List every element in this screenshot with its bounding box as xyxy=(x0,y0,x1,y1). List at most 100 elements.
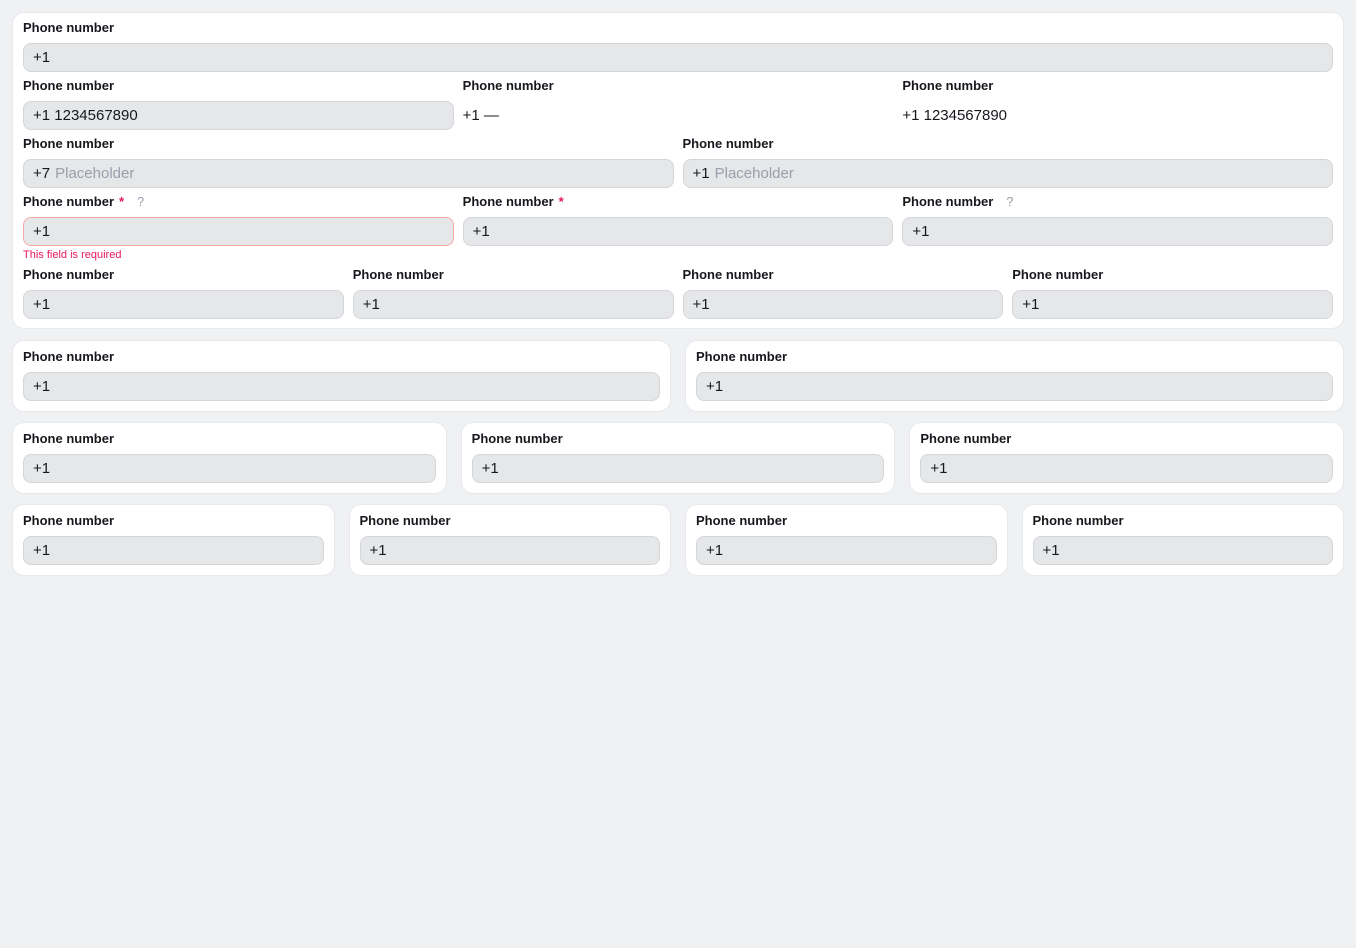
phone-value: +1 xyxy=(33,542,51,559)
phone-input[interactable]: +1 xyxy=(352,290,674,319)
label-text: Phone number xyxy=(23,267,115,282)
label-text: Phone number xyxy=(352,267,444,282)
input-placeholder: Placeholder xyxy=(55,165,135,182)
phone-input[interactable]: +1 xyxy=(23,372,660,401)
label-text: Phone number xyxy=(902,78,994,93)
label-text: Phone number xyxy=(696,513,788,528)
phone-field-label: Phone number xyxy=(360,513,661,529)
phone-value: +1 xyxy=(481,460,499,477)
phone-input[interactable]: +1 Placeholder xyxy=(682,159,1333,188)
phone-value: +1 xyxy=(1042,542,1060,559)
phone-field-label: Phone number xyxy=(1012,267,1333,283)
island-card: Phone number +1 xyxy=(460,422,896,494)
phone-input[interactable]: +1 xyxy=(23,290,344,319)
label-text: Phone number xyxy=(23,136,115,151)
field-error-text: This field is required xyxy=(23,249,122,261)
phone-field-label: Phone number xyxy=(23,136,674,152)
phone-field-label: Phone number xyxy=(683,136,1334,152)
phone-value: +1 xyxy=(369,542,387,559)
label-text: Phone number xyxy=(1012,267,1104,282)
phone-value: +1 xyxy=(912,223,930,240)
island-row-two: Phone number +1 Phone number +1 xyxy=(12,340,1344,412)
required-asterisk: * xyxy=(119,194,125,209)
phone-input[interactable]: +1 xyxy=(696,536,997,565)
phone-field-label: Phone number ? xyxy=(902,194,1333,210)
phone-input[interactable]: +1 xyxy=(462,217,894,246)
phone-field-label: Phone number xyxy=(472,431,885,447)
phone-value: +1 xyxy=(33,49,51,66)
phone-input[interactable]: +1 xyxy=(23,217,454,246)
island-card: Phone number +1 xyxy=(12,340,671,412)
label-text: Phone number xyxy=(23,513,115,528)
phone-field-label: Phone number xyxy=(23,78,454,94)
island-card: Phone number +1 xyxy=(12,504,335,576)
readonly-phone-value: +1 1234567890 xyxy=(902,107,1008,124)
phone-field-label: Phone number xyxy=(683,267,1004,283)
label-text: Phone number xyxy=(359,513,451,528)
phone-field: Phone number +1 xyxy=(1012,267,1333,319)
phone-field-label: Phone number xyxy=(920,431,1333,447)
phone-field-label: Phone number xyxy=(23,349,660,365)
phone-field: Phone number +1 xyxy=(23,267,344,319)
phone-field-label: Phone number xyxy=(902,78,1333,94)
phone-field: Phone number +7 Placeholder xyxy=(23,136,674,188)
island-row-three: Phone number +1 Phone number +1 Phone nu… xyxy=(12,422,1344,494)
phone-input[interactable]: +7 Placeholder xyxy=(23,159,674,188)
island-row-four: Phone number +1 Phone number +1 Phone nu… xyxy=(12,504,1344,576)
label-text: Phone number xyxy=(23,78,115,93)
main-card: Phone number +1 Phone number +1 12345678… xyxy=(12,12,1344,329)
label-text: Phone number xyxy=(23,194,115,209)
phone-field: Phone number +1 Placeholder xyxy=(682,136,1334,188)
label-text: Phone number xyxy=(23,431,115,446)
phone-value: +1 xyxy=(930,460,948,477)
island-card: Phone number +1 xyxy=(909,422,1344,494)
phone-input[interactable]: +1 xyxy=(359,536,660,565)
phone-input[interactable]: +1 xyxy=(1012,290,1333,319)
phone-field-with-hint: Phone number ? +1 xyxy=(902,194,1333,261)
label-text: Phone number xyxy=(471,431,563,446)
phone-field: Phone number +1 1234567890 xyxy=(23,78,454,130)
required-asterisk: * xyxy=(558,194,564,209)
help-icon[interactable]: ? xyxy=(137,195,145,209)
phone-field-label: Phone number * xyxy=(463,194,894,210)
island-card: Phone number +1 xyxy=(685,340,1344,412)
phone-value: +1 xyxy=(33,378,51,395)
phone-field-label: Phone number xyxy=(23,20,1333,36)
help-icon[interactable]: ? xyxy=(1006,195,1014,209)
phone-input[interactable]: +1 xyxy=(1032,536,1333,565)
phone-field-label: Phone number xyxy=(463,78,894,94)
phone-input[interactable]: +1 xyxy=(902,217,1333,246)
phone-field-label: Phone number xyxy=(23,513,324,529)
island-card: Phone number +1 xyxy=(12,422,447,494)
phone-input[interactable]: +1 xyxy=(23,43,1333,72)
phone-value: +1 1234567890 xyxy=(33,107,138,124)
phone-field-label: Phone number xyxy=(23,431,436,447)
phone-input[interactable]: +1 xyxy=(682,290,1004,319)
phone-field: Phone number +1 xyxy=(352,267,674,319)
phone-field-readonly: Phone number +1 1234567890 xyxy=(902,78,1333,130)
phone-value: +1 xyxy=(1022,296,1040,313)
label-text: Phone number xyxy=(23,349,115,364)
phone-input[interactable]: +1 xyxy=(696,372,1333,401)
label-text: Phone number xyxy=(462,78,554,93)
label-text: Phone number xyxy=(1032,513,1124,528)
phone-field-label: Phone number * ? xyxy=(23,194,454,210)
label-text: Phone number xyxy=(696,349,788,364)
label-text: Phone number xyxy=(902,194,994,209)
phone-input[interactable]: +1 1234567890 xyxy=(23,101,454,130)
phone-field-readonly: Phone number +1 — xyxy=(463,78,894,130)
phone-value: +1 xyxy=(706,542,724,559)
phone-input[interactable]: +1 xyxy=(23,454,436,483)
phone-field: Phone number +1 xyxy=(682,267,1004,319)
phone-input[interactable]: +1 xyxy=(23,536,324,565)
phone-field-label: Phone number xyxy=(353,267,674,283)
label-text: Phone number xyxy=(23,20,115,35)
dial-code: +1 xyxy=(692,165,710,182)
phone-field-required: Phone number * +1 xyxy=(462,194,894,261)
phone-value: +1 xyxy=(706,378,724,395)
island-card: Phone number +1 xyxy=(685,504,1008,576)
phone-field-label: Phone number xyxy=(1033,513,1334,529)
input-placeholder: Placeholder xyxy=(714,165,794,182)
phone-input[interactable]: +1 xyxy=(471,454,885,483)
phone-input[interactable]: +1 xyxy=(920,454,1333,483)
